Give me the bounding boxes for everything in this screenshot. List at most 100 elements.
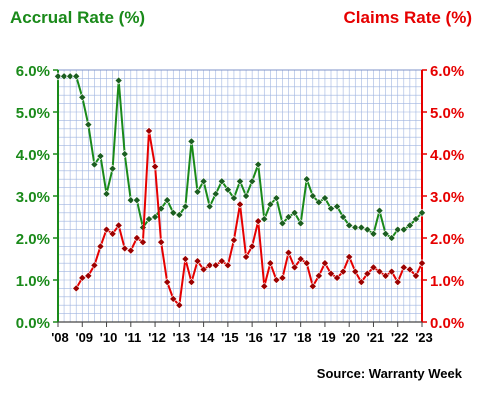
claims-data-point	[326, 269, 336, 278]
right-tick-label: 2.0%	[430, 231, 464, 248]
accrual-data-point	[254, 160, 263, 169]
accrual-data-point	[393, 225, 402, 234]
accrual-data-point	[411, 215, 420, 224]
accrual-data-point	[290, 208, 299, 217]
claims-data-point	[363, 269, 372, 278]
claims-data-point	[169, 294, 178, 303]
accrual-data-point	[363, 225, 372, 234]
right-tick-label: 3.0%	[430, 189, 464, 206]
claims-data-point	[205, 261, 214, 270]
claims-data-point	[296, 254, 305, 264]
accrual-data-point	[302, 175, 311, 184]
claims-data-point	[248, 242, 257, 251]
accrual-data-point	[78, 93, 87, 102]
claims-data-point	[217, 257, 226, 266]
accrual-data-point	[102, 189, 111, 198]
claims-data-point	[308, 282, 317, 291]
claims-data-point	[381, 271, 390, 280]
x-tick-label: '09	[75, 330, 93, 345]
x-tick-label: '19	[318, 330, 336, 345]
accrual-data-point	[53, 72, 63, 81]
claims-data-point	[333, 273, 342, 282]
x-tick-label: '22	[391, 330, 409, 345]
claims-data-point	[393, 278, 402, 287]
accrual-data-point	[242, 191, 251, 201]
accrual-data-point	[320, 194, 329, 203]
x-tick-label: '15	[221, 330, 239, 345]
claims-data-point	[345, 252, 354, 261]
accrual-data-point	[333, 202, 342, 211]
accrual-data-point	[308, 191, 317, 201]
claims-data-point	[290, 263, 299, 272]
claims-data-point	[375, 267, 384, 276]
accrual-data-point	[144, 215, 154, 224]
claims-data-point	[108, 229, 117, 238]
accrual-data-point	[199, 177, 208, 186]
x-tick-label: '18	[294, 330, 312, 345]
accrual-data-point	[120, 149, 129, 159]
x-tick-label: '21	[367, 330, 385, 345]
accrual-data-point	[375, 206, 384, 215]
accrual-data-point	[284, 212, 293, 222]
claims-data-point	[369, 263, 378, 272]
claims-axis-title: Claims Rate (%)	[343, 8, 472, 27]
accrual-data-point	[248, 177, 257, 186]
claims-data-point	[96, 242, 105, 251]
accrual-data-point	[405, 221, 414, 230]
accrual-data-point	[296, 219, 305, 228]
accrual-data-point	[132, 196, 141, 205]
left-tick-label: 5.0%	[16, 105, 50, 122]
claims-data-point	[138, 238, 147, 247]
claims-data-point	[357, 278, 366, 287]
accrual-data-point	[163, 196, 172, 205]
x-tick-label: '08	[51, 330, 69, 345]
claims-data-point	[278, 273, 287, 282]
x-tick-label: '14	[197, 330, 215, 345]
accrual-data-point	[272, 194, 281, 203]
accrual-data-point	[181, 202, 190, 211]
accrual-data-point	[84, 120, 93, 129]
claims-data-point	[151, 162, 160, 171]
accrual-data-point	[126, 196, 135, 205]
claims-data-point	[223, 261, 232, 270]
claims-data-point	[78, 273, 87, 282]
accrual-data-point	[417, 208, 427, 217]
accrual-data-point	[357, 223, 366, 232]
accrual-data-point	[72, 72, 81, 81]
accrual-data-point	[369, 229, 378, 238]
right-tick-label: 0.0%	[430, 315, 464, 332]
claims-data-point	[181, 254, 190, 264]
right-tick-label: 5.0%	[430, 105, 464, 122]
accrual-data-point	[193, 187, 202, 196]
claims-data-point	[266, 259, 275, 268]
claims-data-point	[114, 221, 123, 230]
accrual-data-point	[211, 189, 220, 198]
claims-data-point	[339, 267, 348, 276]
accrual-data-point	[90, 160, 99, 169]
claims-data-point	[254, 217, 263, 226]
claims-data-point	[272, 275, 281, 285]
claims-data-point	[387, 267, 396, 276]
x-tick-label: '23	[415, 330, 433, 345]
claims-data-point	[417, 259, 427, 268]
claims-data-point	[320, 259, 329, 268]
claims-data-point	[399, 263, 408, 272]
accrual-data-point	[217, 177, 226, 186]
claims-data-point	[144, 126, 154, 135]
accrual-data-point	[66, 72, 75, 81]
claims-data-point	[211, 261, 220, 270]
accrual-data-point	[205, 202, 214, 211]
accrual-data-point	[326, 204, 336, 213]
claims-data-point	[175, 301, 184, 310]
accrual-data-point	[387, 233, 396, 243]
left-tick-label: 1.0%	[16, 273, 50, 290]
claims-data-point	[132, 233, 141, 243]
claims-data-point	[405, 265, 414, 274]
accrual-data-point	[278, 219, 287, 228]
x-tick-label: '10	[100, 330, 118, 345]
claims-data-point	[193, 257, 202, 266]
accrual-data-point	[60, 72, 69, 81]
accrual-data-point	[114, 76, 123, 85]
left-tick-label: 6.0%	[16, 63, 50, 80]
